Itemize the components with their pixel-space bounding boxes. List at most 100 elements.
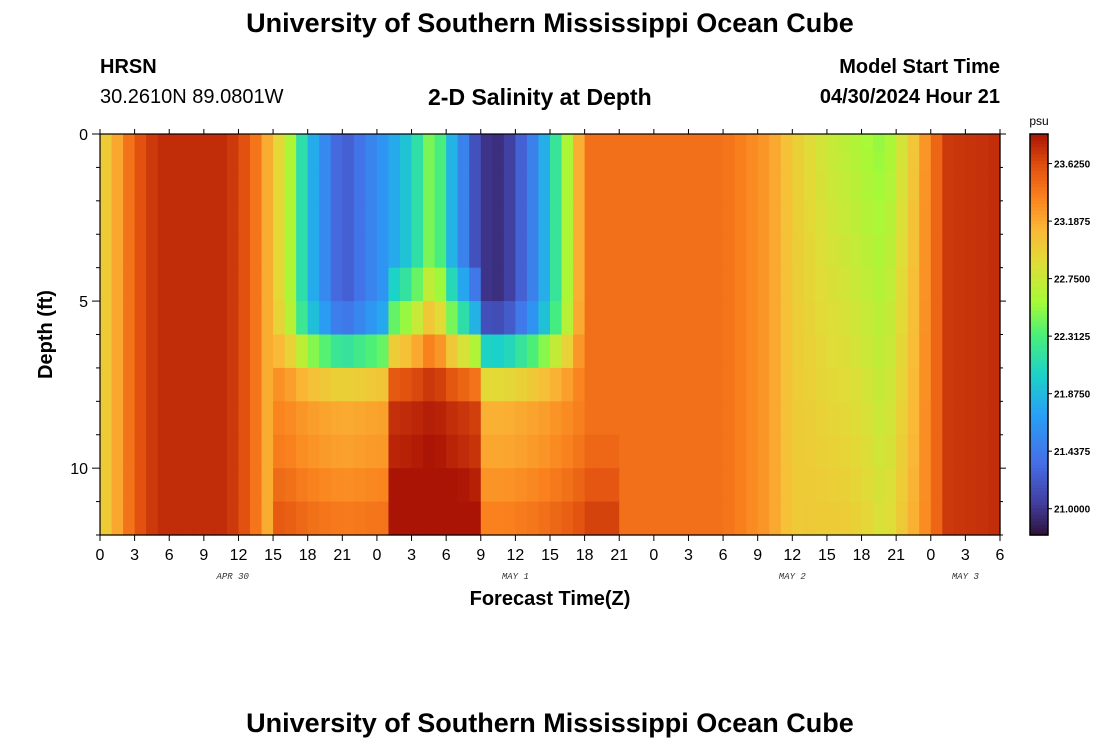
heatmap-cell (226, 234, 240, 269)
heatmap-cell (342, 234, 355, 269)
heatmap-cell (215, 234, 228, 269)
heatmap-cell (780, 134, 793, 152)
heatmap-cell (619, 267, 632, 302)
heatmap-cell (896, 150, 909, 173)
heatmap-cell (930, 234, 943, 269)
heatmap-cell (515, 301, 528, 336)
heatmap-cell (446, 468, 459, 503)
heatmap-cell (123, 150, 136, 173)
colorbar-band (1030, 264, 1048, 269)
heatmap-cell (780, 401, 793, 436)
heatmap-cell (665, 367, 678, 402)
heatmap-cell (630, 171, 643, 202)
heatmap-cell (930, 134, 943, 152)
heatmap-cell (319, 234, 332, 269)
heatmap-cell (457, 134, 470, 152)
heatmap-cell (526, 434, 540, 469)
heatmap-cell (688, 501, 701, 536)
heatmap-cell (573, 234, 586, 269)
heatmap-cell (700, 171, 713, 202)
heatmap-cell (538, 401, 551, 436)
heatmap-cell (873, 501, 886, 536)
heatmap-cell (584, 200, 597, 235)
colorbar-band (1030, 454, 1048, 459)
heatmap-cell (261, 367, 274, 402)
heatmap-cell (192, 234, 205, 269)
heatmap-cell (642, 267, 655, 302)
heatmap-cell (850, 134, 863, 152)
heatmap-cell (203, 367, 216, 402)
heatmap-cell (192, 171, 205, 202)
colorbar-band (1030, 464, 1048, 469)
heatmap-cell (169, 171, 182, 202)
heatmap-cell (215, 367, 228, 402)
colorbar-band (1030, 408, 1048, 412)
heatmap-cell (330, 171, 343, 202)
heatmap-cell (711, 134, 724, 152)
heatmap-cell (642, 334, 655, 369)
colorbar-band (1030, 291, 1048, 295)
heatmap-cell (884, 150, 897, 173)
heatmap-cell (630, 501, 643, 536)
colorbar-band (1030, 448, 1048, 453)
x-axis-label: Forecast Time(Z) (470, 588, 631, 610)
heatmap-cell (676, 200, 690, 235)
heatmap-cell (480, 401, 493, 436)
colorbar-band (1030, 144, 1048, 148)
heatmap-cell (203, 150, 216, 173)
heatmap-cell (250, 401, 263, 436)
heatmap-cell (238, 234, 251, 269)
heatmap-cell (780, 434, 793, 469)
heatmap-cell (815, 234, 828, 269)
heatmap-cell (815, 334, 828, 369)
heatmap-cell (503, 401, 516, 436)
heatmap-cell (769, 501, 782, 536)
model-start-label: Model Start Time (839, 56, 1000, 78)
heatmap-cell (376, 334, 390, 369)
heatmap-cell (584, 234, 597, 269)
heatmap-cell (746, 234, 759, 269)
heatmap-cell (976, 468, 990, 503)
heatmap-cell (757, 401, 770, 436)
heatmap-cell (134, 134, 147, 152)
heatmap-cell (146, 234, 159, 269)
heatmap-cell (930, 468, 943, 503)
heatmap-cell (711, 501, 724, 536)
heatmap-cell (457, 234, 470, 269)
heatmap-cell (711, 434, 724, 469)
heatmap-cell (746, 334, 759, 369)
heatmap-cell (515, 367, 528, 402)
heatmap-cell (838, 501, 851, 536)
heatmap-cell (100, 401, 113, 436)
heatmap-cell (180, 468, 193, 503)
heatmap-cell (688, 334, 701, 369)
heatmap-cell (700, 334, 713, 369)
heatmap-cell (365, 501, 378, 536)
heatmap-cell (815, 401, 828, 436)
heatmap-cell (342, 401, 355, 436)
heatmap-cell (307, 150, 320, 173)
heatmap-cell (873, 267, 886, 302)
heatmap-cell (203, 501, 216, 536)
heatmap-cell (953, 150, 966, 173)
heatmap-cell (907, 234, 920, 269)
colorbar-band (1030, 488, 1048, 493)
heatmap-cell (780, 468, 793, 503)
heatmap-cell (111, 234, 124, 269)
heatmap-cell (919, 171, 932, 202)
heatmap-cell (988, 501, 1001, 536)
colorbar-band (1030, 461, 1048, 466)
heatmap-cell (538, 468, 551, 503)
heatmap-cell (365, 150, 378, 173)
heatmap-cell (400, 367, 413, 402)
heatmap-cell (538, 171, 551, 202)
heatmap-cell (907, 501, 920, 536)
heatmap-cell (111, 501, 124, 536)
heatmap-cell (365, 171, 378, 202)
heatmap-cell (826, 367, 840, 402)
heatmap-cell (573, 434, 586, 469)
heatmap-cell (169, 468, 182, 503)
heatmap-cell (284, 200, 297, 235)
heatmap-cell (953, 434, 966, 469)
heatmap-cell (596, 150, 609, 173)
